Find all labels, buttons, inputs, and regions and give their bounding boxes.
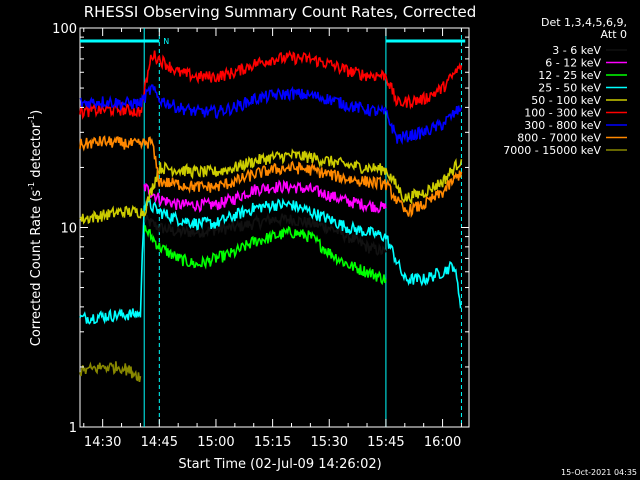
chart-title: RHESSI Observing Summary Count Rates, Co… <box>84 3 477 21</box>
y-label-part-2: detector <box>29 122 44 182</box>
y-label-part-3: ) <box>29 110 44 115</box>
x-tick-label: 14:30 <box>84 435 121 450</box>
legend-label-7: 800 - 7000 keV <box>517 132 601 145</box>
series-line-0 <box>143 212 387 256</box>
legend-label-8: 7000 - 15000 keV <box>503 144 601 157</box>
x-axis: 14:30 14:45 15:00 15:15 15:30 15:45 16:00 <box>83 28 462 450</box>
boundary-lines <box>143 28 462 427</box>
x-tick-label: 15:30 <box>311 435 348 450</box>
series-line-8 <box>79 361 142 383</box>
series-line-4 <box>79 148 463 225</box>
x-axis-label: Start Time (02-Jul-09 14:26:02) <box>178 457 381 472</box>
y-label-superscript-1: -1 <box>27 182 36 190</box>
legend-label-0: 3 - 6 keV <box>552 44 601 57</box>
series-line-1 <box>143 179 387 214</box>
night-flag-label: N <box>163 37 169 46</box>
data-series <box>79 49 463 383</box>
series-line-2 <box>143 225 387 286</box>
legend-header-line-2: Att 0 <box>601 28 627 41</box>
x-tick-label: 15:45 <box>367 435 404 450</box>
y-axis-label: Corrected Count Rate (s-1 detector-1) <box>27 110 44 346</box>
night-flags: N <box>80 37 466 46</box>
legend-label-1: 6 - 12 keV <box>545 57 601 70</box>
legend-label-4: 50 - 100 keV <box>531 94 601 107</box>
legend-label-5: 100 - 300 keV <box>524 107 601 120</box>
plot-frame <box>79 27 470 428</box>
y-axis: 1 10 100 <box>52 22 469 436</box>
timestamp: 15-Oct-2021 04:35 <box>561 468 637 477</box>
series-line-3 <box>79 195 462 325</box>
y-tick-label: 1 <box>69 421 77 436</box>
x-tick-label: 16:00 <box>424 435 461 450</box>
y-label-superscript-2: -1 <box>27 115 36 123</box>
x-tick-label: 15:00 <box>197 435 234 450</box>
legend-label-3: 25 - 50 keV <box>538 82 601 95</box>
x-tick-label: 15:15 <box>254 435 291 450</box>
y-tick-label: 10 <box>60 222 77 237</box>
y-label-part-1: Corrected Count Rate (s <box>29 190 44 347</box>
y-tick-label: 100 <box>52 22 77 37</box>
legend-header: Det 1,3,4,5,6,9, Att 0 <box>541 16 627 41</box>
series-line-7 <box>79 135 463 218</box>
x-tick-label: 14:45 <box>141 435 178 450</box>
legend-label-2: 12 - 25 keV <box>538 69 601 82</box>
legend-label-6: 300 - 800 keV <box>524 119 601 132</box>
legend-header-line-1: Det 1,3,4,5,6,9, <box>541 16 627 29</box>
series-line-6 <box>79 84 463 145</box>
